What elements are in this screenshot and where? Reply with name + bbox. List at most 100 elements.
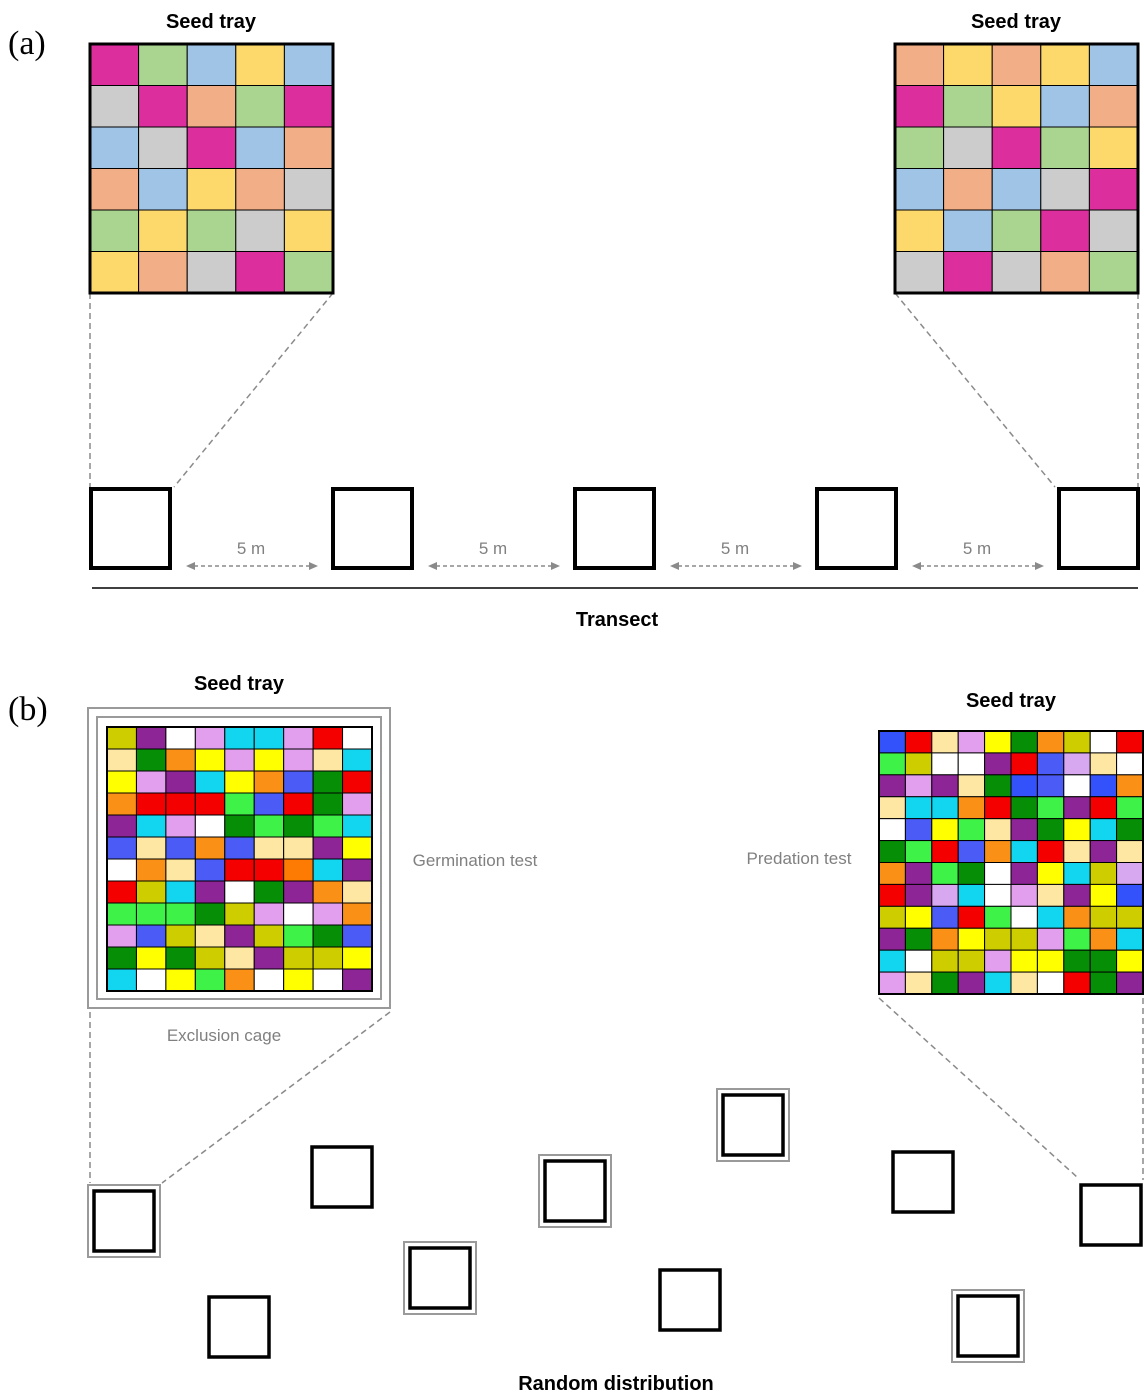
tray-b-right-cell bbox=[1063, 883, 1091, 907]
tray-b-right-cell bbox=[984, 796, 1012, 820]
tray-b-left-cell bbox=[312, 726, 344, 750]
tray-b-right-cell bbox=[1010, 774, 1038, 798]
tray-b-left-cell bbox=[253, 924, 285, 948]
tray-b-left-cell bbox=[283, 792, 314, 816]
caged-plot bbox=[408, 1246, 472, 1310]
transect-label: Transect bbox=[576, 609, 659, 631]
tray-b-left-cell bbox=[135, 880, 167, 904]
dashed-connectors bbox=[89, 292, 1144, 1184]
tray-b-right-title: Seed tray bbox=[966, 690, 1057, 712]
tray-b-left-cell bbox=[106, 770, 137, 794]
caged-plot bbox=[721, 1093, 785, 1157]
tray-a-left-cell bbox=[186, 43, 237, 86]
tray-b-right-cell bbox=[1063, 927, 1091, 951]
tray-b-left-cell bbox=[194, 880, 226, 904]
tray-b-right-cell bbox=[904, 971, 933, 995]
tray-b-right-cell bbox=[1036, 862, 1065, 885]
caged-plot bbox=[956, 1294, 1020, 1358]
tray-b-left-cell bbox=[342, 814, 373, 838]
tray-b-left-cell bbox=[165, 902, 196, 926]
tray-b-right-cell bbox=[1010, 818, 1038, 842]
tray-b-left-cell bbox=[106, 836, 137, 860]
tray-b-right-cell bbox=[1089, 905, 1118, 929]
tray-a-right-cell bbox=[1088, 43, 1139, 86]
tray-b-right-cell bbox=[1063, 840, 1091, 863]
tray-b-right-cell bbox=[878, 949, 906, 973]
tray-b-right-cell bbox=[878, 796, 906, 820]
seed-tray-b-right bbox=[878, 730, 1144, 995]
random-distribution-label: Random distribution bbox=[518, 1373, 714, 1394]
tray-b-left-cell bbox=[224, 748, 255, 772]
tray-b-left-cell bbox=[165, 792, 196, 816]
tray-b-right-cell bbox=[1063, 774, 1091, 798]
tray-b-right-cell bbox=[1036, 840, 1065, 863]
tray-b-right-cell bbox=[984, 818, 1012, 842]
tray-a-left-cell bbox=[138, 43, 188, 86]
random-plots bbox=[87, 1088, 1143, 1363]
tray-b-left-cell bbox=[106, 814, 137, 838]
tray-a-right-cell bbox=[1040, 209, 1090, 252]
tray-a-right-cell bbox=[1040, 168, 1090, 211]
tray-b-right-cell bbox=[1116, 927, 1144, 951]
tray-b-right-cell bbox=[1089, 774, 1118, 798]
panel-a-label: (a) bbox=[8, 25, 46, 62]
tray-b-right-cell bbox=[904, 730, 933, 754]
arrow-head-left bbox=[912, 562, 921, 570]
tray-b-left-cell bbox=[194, 924, 226, 948]
tray-b-right-cell bbox=[957, 905, 986, 929]
tray-a-right-cell bbox=[1088, 168, 1139, 211]
zoom-connector bbox=[161, 1011, 391, 1184]
tray-b-left-cell bbox=[224, 836, 255, 860]
tray-a-left-cell bbox=[235, 251, 285, 294]
tray-a-right-cell bbox=[943, 209, 993, 252]
tray-a-left-cell bbox=[89, 126, 140, 169]
tray-b-left-cell bbox=[283, 770, 314, 794]
tray-b-left-cell bbox=[342, 836, 373, 860]
tray-b-left-cell bbox=[135, 836, 167, 860]
tray-b-right-cell bbox=[1116, 862, 1144, 885]
tray-b-right-cell bbox=[931, 818, 959, 842]
tray-b-left-cell bbox=[253, 836, 285, 860]
transect-plot bbox=[815, 487, 898, 570]
tray-b-right-cell bbox=[1116, 774, 1144, 798]
tray-b-left-cell bbox=[135, 792, 167, 816]
tray-b-right-cell bbox=[1063, 752, 1091, 776]
tray-a-right-cell bbox=[1088, 126, 1139, 169]
tray-b-left-cell bbox=[224, 946, 255, 970]
tray-b-right-cell bbox=[1063, 818, 1091, 842]
tray-b-left-cell bbox=[106, 726, 137, 750]
tray-b-left-cell bbox=[194, 792, 226, 816]
tray-b-right-cell bbox=[1010, 905, 1038, 929]
tray-b-right-cell bbox=[1010, 730, 1038, 754]
tray-b-right-cell bbox=[1036, 883, 1065, 907]
distance-label-4: 5 m bbox=[963, 539, 991, 558]
tray-b-left-cell bbox=[194, 726, 226, 750]
tray-a-left-cell bbox=[89, 251, 140, 294]
tray-a-left-cell bbox=[235, 126, 285, 169]
tray-b-left-cell bbox=[135, 748, 167, 772]
tray-b-right-cell bbox=[984, 730, 1012, 754]
tray-b-right-cell bbox=[1089, 818, 1118, 842]
tray-b-right-cell bbox=[904, 796, 933, 820]
tray-b-right-cell bbox=[957, 818, 986, 842]
open-plot bbox=[658, 1268, 722, 1332]
tray-b-right-cell bbox=[1116, 818, 1144, 842]
tray-b-left-cell bbox=[194, 968, 226, 992]
tray-b-right-cell bbox=[904, 927, 933, 951]
tray-b-right-cell bbox=[1036, 818, 1065, 842]
tray-b-right-cell bbox=[1036, 796, 1065, 820]
tray-b-right-cell bbox=[984, 840, 1012, 863]
tray-b-right-cell bbox=[878, 883, 906, 907]
tray-a-right-cell bbox=[943, 85, 993, 128]
tray-a-left-cell bbox=[89, 209, 140, 252]
tray-a-left-cell bbox=[186, 85, 237, 128]
tray-b-right-cell bbox=[878, 730, 906, 754]
tray-b-right-cell bbox=[904, 862, 933, 885]
tray-b-left-cell bbox=[165, 968, 196, 992]
tray-b-left-cell bbox=[283, 748, 314, 772]
arrow-head-left bbox=[428, 562, 437, 570]
tray-b-left-cell bbox=[224, 968, 255, 992]
tray-b-left-cell bbox=[342, 770, 373, 794]
tray-b-right-cell bbox=[931, 971, 959, 995]
tray-a-left-cell bbox=[283, 126, 334, 169]
